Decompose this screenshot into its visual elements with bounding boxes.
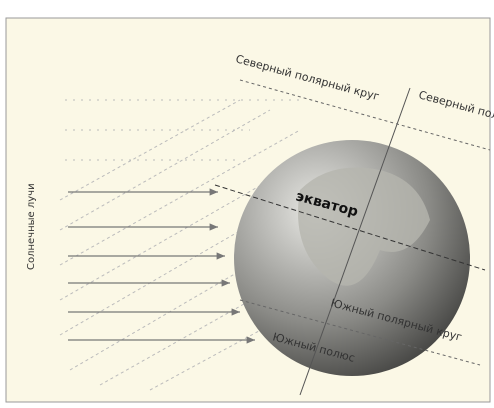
oblique-rays: [59, 99, 301, 391]
equator-line: [214, 184, 486, 271]
axis: [299, 87, 411, 396]
north-circle-line: [239, 79, 491, 151]
solid-rays: [68, 188, 255, 344]
continents: [298, 167, 430, 286]
rays-label: Солнечные лучи: [26, 183, 37, 270]
